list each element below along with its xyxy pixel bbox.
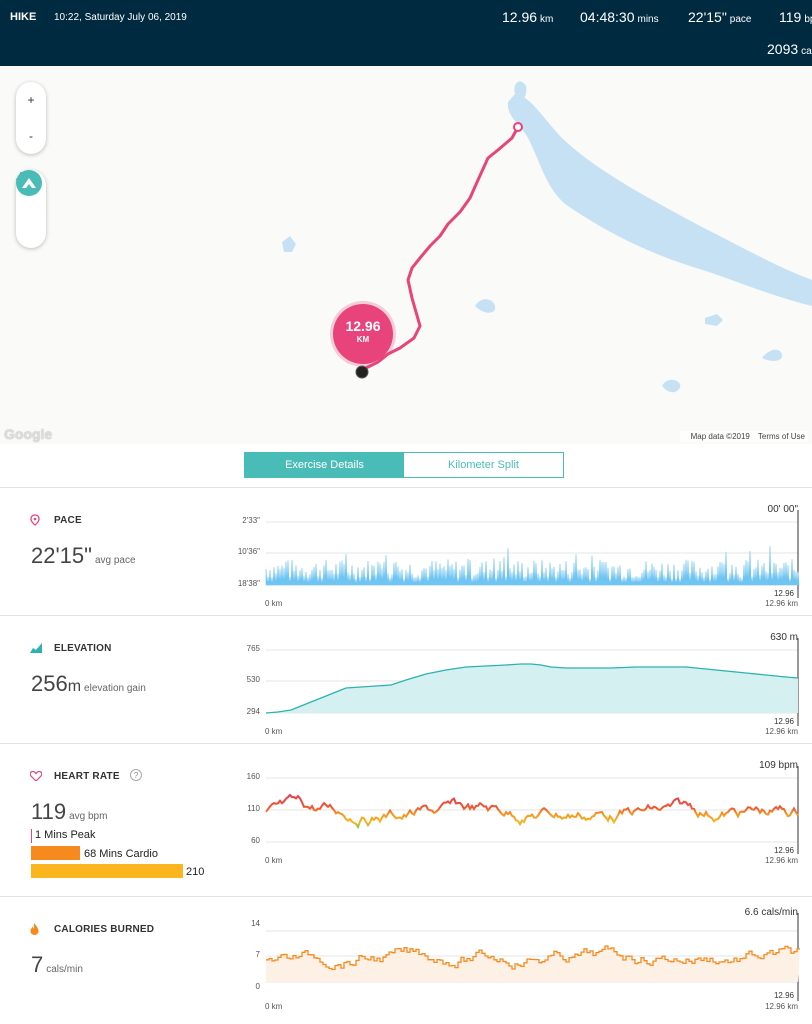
heart-rate-average: 119 avg bpm bbox=[31, 799, 108, 824]
zone-bar-peak bbox=[31, 829, 32, 843]
pace-y-tick-mid: 10'36" bbox=[237, 547, 260, 556]
pace-current: 00' 00" bbox=[767, 504, 798, 515]
calories-title: CALORIES BURNED bbox=[54, 924, 155, 935]
distance-stat: 12.96 km bbox=[502, 9, 554, 25]
map-attribution: Map data ©2019 Terms of Use bbox=[679, 431, 808, 442]
detail-tabs: Exercise Details Kilometer Split bbox=[244, 452, 564, 478]
pace-x-end: 12.96 km bbox=[765, 599, 798, 608]
calories-x-start: 0 km bbox=[265, 1002, 283, 1011]
help-icon[interactable]: ? bbox=[130, 769, 142, 781]
activity-type: HIKE bbox=[10, 11, 37, 23]
map-data-label: Map data ©2019 bbox=[690, 432, 750, 441]
heart-y-tick-top: 160 bbox=[246, 772, 260, 781]
pace-y-tick-bottom: 18'38" bbox=[237, 579, 260, 588]
pond-1 bbox=[282, 236, 296, 252]
route-map[interactable]: + - 12.96 KM Google Map data ©2019 Terms … bbox=[0, 66, 812, 444]
calories-y-tick-top: 14 bbox=[251, 919, 260, 928]
calories-current: 6.6 cals/min bbox=[744, 907, 798, 918]
heart-rate-section: HEART RATE ? 119 avg bpm 1 Mins Peak 68 M… bbox=[0, 743, 812, 896]
zoom-in-button[interactable]: + bbox=[27, 93, 35, 107]
heart-x-end: 12.96 km bbox=[765, 856, 798, 865]
pond-2 bbox=[475, 299, 496, 313]
zone-label-fat-burn: 210 bbox=[186, 866, 205, 878]
elevation-chart[interactable]: 630 m 765 530 294 0 km 12.96 12.96 km bbox=[232, 630, 812, 740]
route-start-marker bbox=[513, 122, 523, 132]
google-logo: Google bbox=[4, 426, 53, 442]
heart-rate-title: HEART RATE bbox=[54, 771, 120, 782]
heart-rate-chart[interactable]: 109 bpm 160 110 60 0 km 12.96 12.96 km bbox=[232, 758, 812, 888]
heart-x-start: 0 km bbox=[265, 856, 283, 865]
flame-icon bbox=[30, 923, 39, 935]
calories-stat: 2093 ca bbox=[767, 41, 812, 57]
activity-header: HIKE 10:22, Saturday July 06, 2019 12.96… bbox=[0, 0, 812, 66]
pace-section: PACE 22'15" avg pace 00' 00" 2'33" 10'36"… bbox=[0, 487, 812, 615]
pin-icon bbox=[30, 514, 40, 526]
pace-average: 22'15" avg pace bbox=[31, 543, 136, 568]
heart-rate-current: 109 bpm bbox=[759, 760, 798, 771]
pond-5 bbox=[662, 379, 681, 393]
terms-link[interactable]: Terms of Use bbox=[757, 432, 805, 441]
heart-marker: 12.96 bbox=[773, 846, 794, 855]
duration-stat: 04:48:30 mins bbox=[580, 9, 659, 25]
elevation-section: ELEVATION 256m elevation gain 630 m 765 5… bbox=[0, 615, 812, 743]
pace-marker: 12.96 bbox=[773, 589, 794, 598]
calories-marker: 12.96 bbox=[773, 991, 794, 1000]
zone-bar-fat-burn bbox=[31, 864, 183, 878]
elevation-current: 630 m bbox=[770, 632, 798, 643]
elevation-x-end: 12.96 km bbox=[765, 727, 798, 736]
calories-y-tick-mid: 7 bbox=[255, 950, 260, 959]
calories-series bbox=[266, 945, 800, 971]
elevation-x-start: 0 km bbox=[265, 727, 283, 736]
calories-area bbox=[266, 946, 800, 982]
hike-mountain-icon bbox=[16, 170, 42, 196]
activity-datetime: 10:22, Saturday July 06, 2019 bbox=[54, 12, 187, 23]
lake-north bbox=[514, 81, 527, 100]
elevation-title: ELEVATION bbox=[54, 643, 112, 654]
pace-x-start: 0 km bbox=[265, 599, 283, 608]
pace-y-tick-top: 2'33" bbox=[242, 516, 260, 525]
elevation-icon bbox=[30, 643, 42, 653]
elevation-y-tick-mid: 530 bbox=[246, 675, 260, 684]
pace-stat: 22'15" pace bbox=[688, 9, 752, 25]
elevation-y-tick-bottom: 294 bbox=[246, 707, 260, 716]
pace-title: PACE bbox=[54, 515, 82, 526]
map-canvas bbox=[282, 81, 812, 393]
pond-4 bbox=[762, 349, 783, 361]
heart-rate-stat: 119bp bbox=[779, 9, 812, 25]
zone-label-peak: 1 Mins Peak bbox=[35, 829, 96, 841]
zoom-out-button[interactable]: - bbox=[29, 129, 33, 143]
calories-average: 7 cals/min bbox=[31, 952, 83, 977]
heart-y-tick-mid: 110 bbox=[247, 804, 260, 813]
calories-x-end: 12.96 km bbox=[765, 1002, 798, 1011]
pace-chart-svg bbox=[265, 510, 800, 598]
zoom-controls: + - bbox=[16, 82, 46, 154]
heart-y-tick-bottom: 60 bbox=[251, 836, 260, 845]
pond-3 bbox=[705, 314, 723, 326]
heart-rate-series bbox=[265, 793, 799, 830]
calories-section: CALORIES BURNED 7 cals/min 6.6 cals/min 1… bbox=[0, 896, 812, 1024]
tab-exercise-details[interactable]: Exercise Details bbox=[245, 453, 404, 477]
elevation-gain: 256m elevation gain bbox=[31, 671, 146, 696]
heart-rate-chart-svg bbox=[265, 766, 799, 854]
zone-bar-cardio bbox=[31, 846, 81, 860]
pace-series bbox=[265, 545, 800, 586]
route-line bbox=[360, 125, 520, 374]
heart-icon bbox=[30, 771, 42, 781]
zone-label-cardio: 68 Mins Cardio bbox=[84, 848, 158, 860]
elevation-marker: 12.96 bbox=[773, 717, 794, 726]
elevation-chart-svg bbox=[265, 638, 799, 726]
lake-water bbox=[507, 94, 812, 306]
elevation-area bbox=[266, 664, 798, 713]
elevation-series bbox=[265, 663, 799, 714]
calories-chart[interactable]: 6.6 cals/min 14 7 0 0 km 12.96 12.96 km bbox=[232, 905, 812, 1021]
elevation-y-tick-top: 765 bbox=[246, 644, 260, 653]
hike-layer-toggle[interactable] bbox=[16, 170, 46, 242]
layer-controls bbox=[16, 170, 46, 248]
tab-kilometer-split[interactable]: Kilometer Split bbox=[404, 453, 563, 477]
calories-chart-svg bbox=[266, 913, 800, 1001]
route-end-marker bbox=[355, 365, 369, 379]
distance-pin: 12.96 KM bbox=[333, 304, 393, 364]
calories-y-tick-bottom: 0 bbox=[255, 982, 260, 991]
pace-chart[interactable]: 00' 00" 2'33" 10'36" 18'38" 0 km 12.96 1… bbox=[232, 502, 812, 612]
